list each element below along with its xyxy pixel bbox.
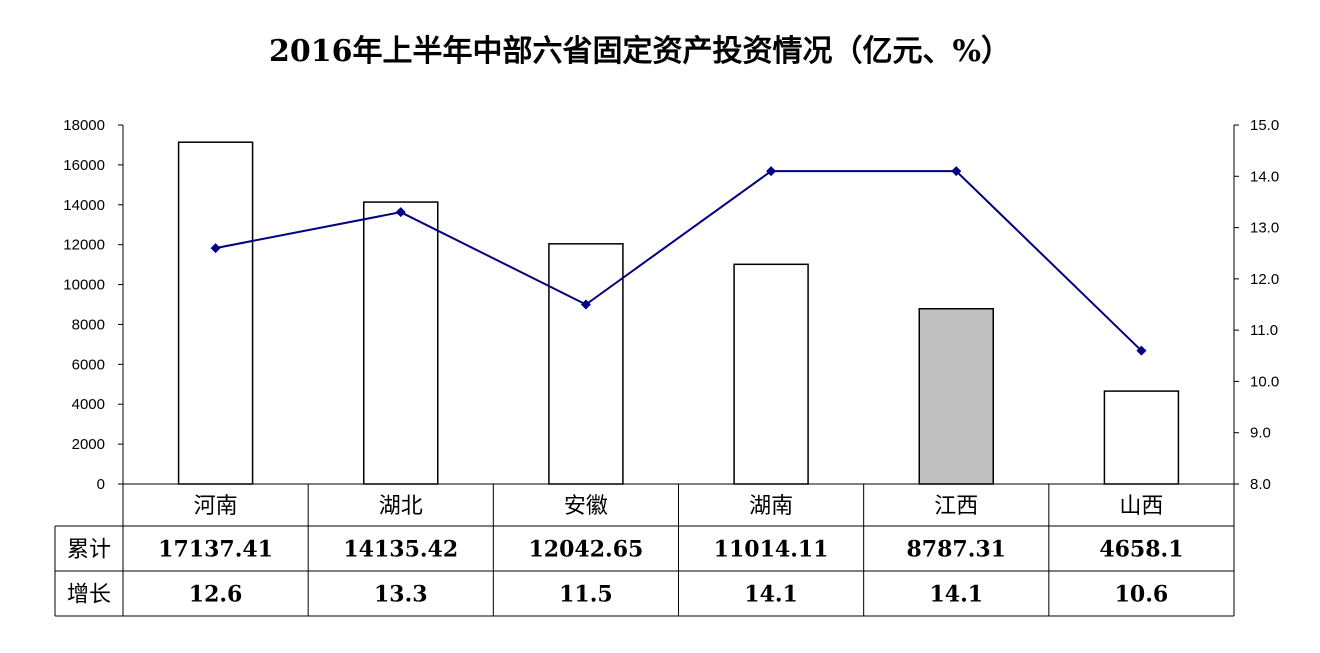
category-label: 湖南 — [749, 494, 793, 519]
axes — [122, 125, 1235, 485]
left-tick-label: 12000 — [63, 237, 105, 254]
table-cell: 4658.1 — [1099, 537, 1183, 563]
bar-湖北 — [363, 201, 439, 485]
left-tick-label: 18000 — [63, 117, 105, 134]
category-label: 湖北 — [379, 494, 423, 519]
table-cell: 17137.41 — [158, 537, 273, 563]
category-label: 山西 — [1119, 494, 1163, 519]
right-tick-label: 8.0 — [1250, 476, 1271, 493]
left-tick-label: 14000 — [63, 197, 105, 214]
chart-title: 2016年上半年中部六省固定资产投资情况（亿元、%） — [269, 34, 1011, 69]
table-cell: 11.5 — [559, 582, 613, 608]
left-tick-label: 10000 — [63, 277, 105, 294]
left-tick-label: 2000 — [72, 436, 105, 453]
table-cell: 12042.65 — [529, 537, 644, 563]
right-tick-label: 11.0 — [1250, 322, 1278, 339]
table-cell: 12.6 — [189, 582, 243, 608]
left-axis-ticks: 0 2000 4000 6000 8000 10000 12000 14000 16000 180… — [63, 117, 123, 493]
left-tick-label: 6000 — [72, 356, 105, 373]
category-label: 安徽 — [564, 494, 608, 519]
growth-line — [215, 170, 1143, 352]
growth-line-series — [210, 166, 1147, 356]
table-cell: 13.3 — [374, 582, 428, 608]
right-tick-label: 10.0 — [1250, 373, 1279, 390]
growth-marker-湖南 — [766, 166, 777, 177]
growth-marker-河南 — [210, 243, 221, 254]
bar-安徽 — [548, 243, 624, 485]
right-tick-label: 9.0 — [1250, 425, 1271, 442]
right-tick-label: 15.0 — [1250, 117, 1279, 134]
bar-湖南 — [733, 263, 809, 485]
category-label: 江西 — [934, 494, 978, 519]
category-label: 河南 — [194, 494, 238, 519]
table-row-header: 累计 — [67, 538, 111, 563]
table-cell: 11014.11 — [714, 537, 829, 563]
table-cell: 8787.31 — [906, 537, 1006, 563]
table-cell: 14135.42 — [343, 537, 458, 563]
table-cell: 14.1 — [929, 582, 983, 608]
right-tick-label: 14.0 — [1250, 168, 1279, 185]
bar-山西 — [1103, 390, 1180, 485]
growth-marker-江西 — [951, 166, 962, 177]
bar-series — [177, 141, 1180, 485]
growth-marker-山西 — [1136, 345, 1147, 356]
table-cell: 14.1 — [744, 582, 798, 608]
left-tick-label: 0 — [97, 476, 105, 493]
bar-江西 — [918, 307, 994, 485]
growth-marker-安徽 — [580, 299, 591, 310]
table-cell: 10.6 — [1115, 582, 1169, 608]
left-tick-label: 16000 — [63, 157, 105, 174]
right-tick-label: 12.0 — [1250, 271, 1279, 288]
right-axis-ticks: 8.0 9.0 10.0 11.0 12.0 13.0 14.0 15.0 — [1234, 117, 1279, 493]
growth-marker-湖北 — [395, 207, 406, 218]
table-row-header: 增长 — [67, 583, 111, 608]
left-tick-label: 8000 — [72, 316, 105, 333]
bar-河南 — [177, 141, 254, 485]
left-tick-label: 4000 — [72, 396, 105, 413]
right-tick-label: 13.0 — [1250, 220, 1279, 237]
